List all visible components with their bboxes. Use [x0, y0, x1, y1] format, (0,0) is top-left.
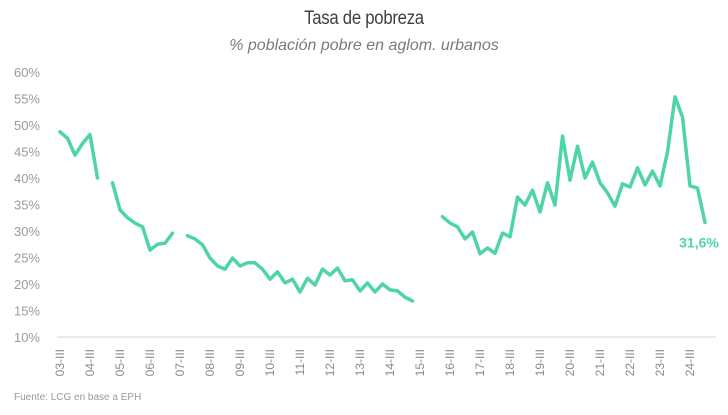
chart-subtitle: % población pobre en aglom. urbanos: [229, 37, 499, 54]
x-axis: 03-III 04-III 05-III 06-III 07-III 08-III 09-I…: [53, 349, 697, 376]
y-tick-label: 35%: [14, 198, 40, 213]
x-tick-label: 16-III: [443, 349, 457, 376]
y-tick-label: 40%: [14, 171, 40, 186]
x-tick-label: 21-III: [593, 349, 607, 376]
x-tick-label: 13-III: [353, 349, 367, 376]
y-tick-label: 10%: [14, 330, 40, 345]
x-tick-label: 04-III: [83, 349, 97, 376]
x-tick-label: 05-III: [113, 349, 127, 376]
y-axis: 10% 15% 20% 25% 30% 35% 40% 45% 50% 55% 60%: [14, 65, 40, 345]
x-tick-label: 14-III: [383, 349, 397, 376]
x-tick-label: 03-III: [53, 349, 67, 376]
series-segment: [185, 234, 415, 303]
y-tick-label: 60%: [14, 65, 40, 80]
x-tick-label: 19-III: [533, 349, 547, 376]
series-segment: [110, 181, 175, 252]
x-tick-label: 18-III: [503, 349, 517, 376]
x-tick-label: 23-III: [653, 349, 667, 376]
x-tick-label: 17-III: [473, 349, 487, 376]
y-tick-label: 50%: [14, 118, 40, 133]
series-segment: [440, 95, 707, 256]
series-segment: [58, 130, 100, 180]
last-value-label: 31,6%: [679, 235, 719, 251]
x-tick-label: 06-III: [143, 349, 157, 376]
x-tick-label: 09-III: [233, 349, 247, 376]
x-tick-label: 24-III: [683, 349, 697, 376]
x-tick-label: 07-III: [173, 349, 187, 376]
x-tick-label: 08-III: [203, 349, 217, 376]
x-tick-label: 15-III: [413, 349, 427, 376]
x-tick-label: 12-III: [323, 349, 337, 376]
y-tick-label: 25%: [14, 251, 40, 266]
x-tick-label: 20-III: [563, 349, 577, 376]
y-tick-label: 55%: [14, 92, 40, 107]
x-tick-label: 22-III: [623, 349, 637, 376]
x-tick-label: 10-III: [263, 349, 277, 376]
y-tick-label: 20%: [14, 277, 40, 292]
y-tick-label: 30%: [14, 224, 40, 239]
x-tick-label: 11-III: [293, 349, 307, 375]
source-note: Fuente: LCG en base a EPH: [14, 392, 142, 403]
chart-title: Tasa de pobreza: [304, 8, 424, 29]
series-line: [58, 95, 707, 303]
y-tick-label: 15%: [14, 304, 40, 319]
y-tick-label: 45%: [14, 145, 40, 160]
